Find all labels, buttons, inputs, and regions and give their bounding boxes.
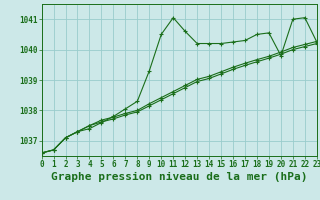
- X-axis label: Graphe pression niveau de la mer (hPa): Graphe pression niveau de la mer (hPa): [51, 172, 308, 182]
